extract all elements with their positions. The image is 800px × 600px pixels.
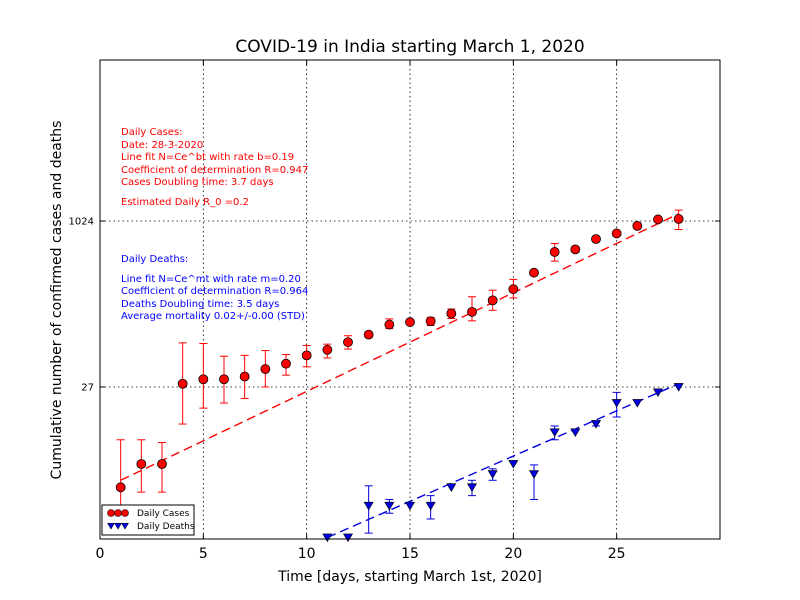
case-point [219,374,229,385]
x-tick-label: 20 [504,546,522,562]
death-point [570,428,581,437]
deaths-fit: Line fit N=Ce^mt with rate m=0.20 [121,273,301,285]
fit-line [120,213,679,481]
case-point [632,220,643,231]
death-point [673,383,684,392]
cases-r0: Estimated Daily R_0 =0.2 [121,196,249,208]
case-point [425,316,436,327]
cases-heading: Daily Cases: [121,127,183,138]
cases-fit: Line fit N=Ce^bt with rate b=0.19 [121,152,295,163]
legend: Daily Cases Daily Deaths [101,504,195,536]
death-point [590,420,602,429]
death-point [652,388,664,398]
fit-lines [120,213,679,539]
x-tick-label: 15 [401,546,419,562]
case-point [281,358,291,369]
case-point [611,228,622,239]
case-point [136,459,147,469]
fit-line [327,383,679,539]
death-point [425,501,436,511]
case-point [239,371,250,382]
death-point [632,399,643,408]
death-point [446,483,457,492]
legend-marker [114,509,122,517]
x-axis-label: Time [days, starting March 1st, 2020] [277,569,542,585]
case-point [529,267,539,278]
cases-r2: Coefficient of determination R=0.947 [121,164,309,176]
death-point [322,533,333,543]
case-point [115,482,126,493]
case-point [177,378,188,389]
legend-marker [107,509,115,517]
deaths-r2: Coefficient of determination R=0.964 [121,286,309,297]
chart-title: COVID-19 in India starting March 1, 2020 [235,37,584,57]
case-point [508,284,519,295]
case-point [405,317,415,327]
ticks: 0 5 10 15 20 25 27 1024 [69,60,720,562]
deaths-heading: Daily Deaths: [121,254,189,265]
case-point [653,214,663,225]
y-tick-label: 27 [81,383,94,394]
deaths-annotation: Daily Deaths: Line fit N=Ce^mt with rate… [121,254,308,324]
grid [100,60,720,539]
legend-marker [121,522,129,530]
y-axis-label: Cumulative number of confirmed cases and… [49,121,65,480]
case-point [301,350,312,361]
legend-marker [114,522,122,530]
legend-label: Daily Deaths [137,522,195,532]
x-tick-label: 0 [96,546,105,562]
x-tick-label: 10 [298,546,316,562]
x-tick-label: 25 [608,546,626,562]
case-point [446,308,457,319]
case-point [570,244,581,255]
case-point [157,459,167,469]
death-point [342,533,354,543]
death-point [363,501,374,511]
deaths-mortality: Average mortality 0.02+/-0.00 (STD) [121,311,305,322]
case-point [591,234,601,244]
case-point [198,374,209,385]
death-point [611,399,622,408]
death-point [466,483,478,492]
case-point [363,329,374,340]
case-point [487,295,498,306]
death-point [384,501,395,511]
death-point [487,470,498,479]
legend-label: Daily Cases [137,509,190,519]
death-point [549,428,560,437]
case-point [322,344,333,355]
case-point [467,306,477,317]
legend-marker [107,522,115,530]
case-point [384,319,395,330]
legend-marker [121,509,129,517]
x-tick-label: 5 [199,546,208,562]
cases-date: Date: 28-3-2020 [121,139,204,151]
deaths-doubling: Deaths Doubling time: 3.5 days [121,298,280,310]
markers [115,214,684,543]
case-point [673,214,684,224]
case-point [549,247,560,257]
cases-annotation: Daily Cases: Date: 28-3-2020 Line fit N=… [121,127,308,209]
cases-doubling: Cases Doubling time: 3.7 days [121,177,274,188]
death-point [404,501,416,511]
case-point [260,364,271,374]
y-tick-label: 1024 [69,217,94,228]
case-point [343,337,353,348]
death-point [528,470,540,479]
death-point [508,460,519,469]
